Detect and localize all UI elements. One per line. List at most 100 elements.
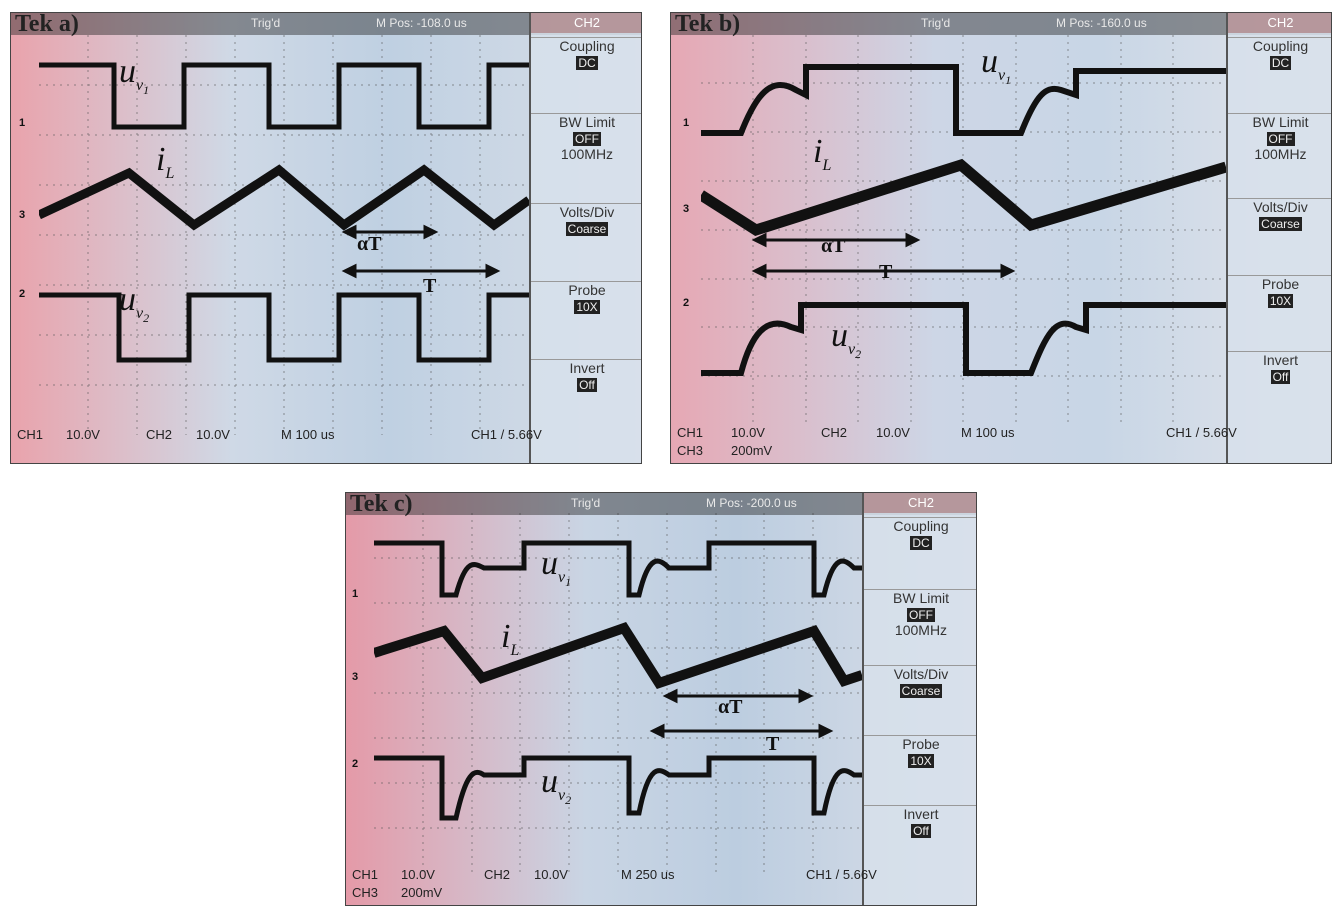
label-T: T [879, 261, 893, 283]
ch1-marker: 1 [352, 588, 359, 600]
ch1-scale: 10.0V [66, 427, 100, 442]
status-bottom-bar: CH1 10.0V CH2 10.0V M 100 us CH1 / 5.66V [11, 423, 641, 463]
panel-label: c) [393, 492, 413, 517]
status-top-bar: Trig'd M Pos: -200.0 us [346, 493, 976, 515]
ch2-marker: 2 [352, 758, 359, 770]
ch3-marker: 3 [683, 203, 690, 215]
label-il: iL [813, 133, 832, 174]
trace-il [701, 158, 1226, 237]
menu-probe[interactable]: Probe 10X [531, 281, 641, 352]
trigger-level: CH1 / 5.66V [471, 427, 542, 442]
side-menu: CH2 Coupling DC BW Limit OFF 100MHz Volts/D… [862, 493, 976, 905]
timebase: M 250 us [621, 867, 675, 882]
panel-label: b) [718, 12, 741, 37]
ch2-scale: 10.0V [196, 427, 230, 442]
ch2-marker: 2 [19, 288, 26, 300]
trace-uv2 [701, 302, 1226, 376]
brand-label: Tek [15, 12, 53, 37]
menu-coupling[interactable]: Coupling DC [864, 517, 976, 584]
arrow-alphaT [751, 232, 921, 248]
brand-label: Tek [675, 12, 713, 37]
label-uv1: uv1 [541, 545, 572, 589]
timebase: M 100 us [961, 425, 1015, 440]
status-bottom-bar: CH1 10.0V CH2 10.0V M 100 us CH1 / 5.66V… [671, 423, 1331, 463]
menu-invert[interactable]: Invert Off [531, 359, 641, 430]
ch2-scale: 10.0V [876, 425, 910, 440]
trace-uv1 [374, 540, 862, 598]
brand-label: Tek [350, 492, 388, 517]
panel-title: Tek a) [15, 12, 79, 38]
m-position: M Pos: -108.0 us [376, 16, 467, 30]
ch3-label: CH3 [677, 443, 704, 458]
label-uv1: uv1 [981, 43, 1012, 87]
trace-uv1 [39, 62, 529, 130]
label-alphaT: αT [718, 696, 743, 718]
status-top-bar: Trig'd M Pos: -160.0 us [671, 13, 1331, 35]
label-T: T [766, 733, 780, 755]
status-top-bar: Trig'd M Pos: -108.0 us [11, 13, 641, 35]
m-position: M Pos: -200.0 us [706, 496, 797, 510]
label-alphaT: αT [821, 235, 846, 257]
trace-uv2 [374, 755, 862, 821]
ch1-scale: 10.0V [731, 425, 765, 440]
oscilloscope-panel-b: Trig'd M Pos: -160.0 us Tek b) 1 3 2 uv1… [670, 12, 1332, 464]
graticule [701, 35, 1226, 425]
ch2-marker: 2 [683, 297, 690, 309]
panel-title: Tek c) [350, 492, 413, 518]
arrow-alphaT [341, 224, 439, 240]
menu-bw-limit[interactable]: BW Limit OFF 100MHz [531, 113, 641, 192]
menu-bw-limit[interactable]: BW Limit OFF 100MHz [1228, 113, 1331, 192]
ch3-scale: 200mV [401, 885, 443, 900]
trigger-level: CH1 / 5.66V [1166, 425, 1237, 440]
arrow-T [751, 263, 1016, 279]
trace-uv1 [701, 64, 1226, 136]
oscilloscope-panel-c: Trig'd M Pos: -200.0 us Tek c) 1 3 2 uv1… [345, 492, 977, 906]
oscilloscope-panel-a: Trig'd M Pos: -108.0 us Tek a) 1 3 2 uv1… [10, 12, 642, 464]
trace-il [374, 621, 862, 689]
menu-volts-div[interactable]: Volts/Div Coarse [1228, 198, 1331, 269]
menu-coupling[interactable]: Coupling DC [531, 37, 641, 108]
menu-volts-div[interactable]: Volts/Div Coarse [864, 665, 976, 732]
label-uv2: uv2 [831, 317, 862, 361]
ch2-scale: 10.0V [534, 867, 568, 882]
ch2-label: CH2 [146, 427, 173, 442]
ch1-label: CH1 [17, 427, 44, 442]
graticule [39, 35, 529, 435]
menu-probe[interactable]: Probe 10X [864, 735, 976, 802]
side-menu: CH2 Coupling DC BW Limit OFF 100MHz Volts/D… [529, 13, 641, 463]
ch3-label: CH3 [352, 885, 379, 900]
ch2-label: CH2 [484, 867, 511, 882]
trigger-status: Trig'd [251, 16, 281, 30]
trigger-level: CH1 / 5.66V [806, 867, 877, 882]
trigger-status: Trig'd [571, 496, 601, 510]
label-il: iL [156, 141, 175, 182]
ch1-marker: 1 [19, 117, 26, 129]
status-bottom-bar: CH1 10.0V CH2 10.0V M 250 us CH1 / 5.66V… [346, 865, 976, 905]
side-menu: CH2 Coupling DC BW Limit OFF 100MHz Volts/D… [1226, 13, 1331, 463]
ch3-marker: 3 [19, 209, 26, 221]
menu-coupling[interactable]: Coupling DC [1228, 37, 1331, 108]
ch1-marker: 1 [683, 117, 690, 129]
menu-volts-div[interactable]: Volts/Div Coarse [531, 203, 641, 274]
label-T: T [423, 275, 437, 297]
menu-bw-limit[interactable]: BW Limit OFF 100MHz [864, 589, 976, 660]
ch3-marker: 3 [352, 671, 359, 683]
label-alphaT: αT [357, 233, 382, 255]
timebase: M 100 us [281, 427, 335, 442]
menu-invert[interactable]: Invert Off [1228, 351, 1331, 422]
menu-header: CH2 [1228, 13, 1331, 33]
m-position: M Pos: -160.0 us [1056, 16, 1147, 30]
ch1-label: CH1 [677, 425, 704, 440]
label-uv2: uv2 [541, 763, 572, 807]
menu-invert[interactable]: Invert Off [864, 805, 976, 872]
graticule [374, 513, 862, 873]
menu-header: CH2 [531, 13, 641, 33]
menu-probe[interactable]: Probe 10X [1228, 275, 1331, 346]
label-uv1: uv1 [119, 53, 150, 97]
trace-uv2 [39, 292, 529, 363]
panel-label: a) [58, 12, 79, 37]
panel-title: Tek b) [675, 12, 741, 38]
ch1-scale: 10.0V [401, 867, 435, 882]
arrow-T [341, 263, 501, 279]
ch2-label: CH2 [821, 425, 848, 440]
